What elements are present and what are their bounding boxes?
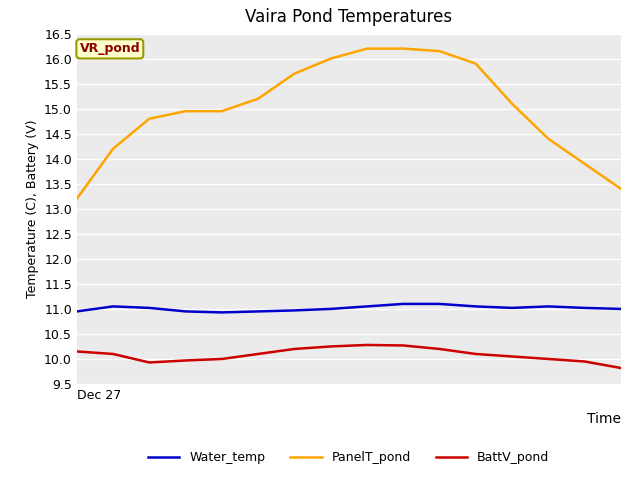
BattV_pond [580,359,588,364]
PanelT_pond [472,61,479,67]
Legend: Water_temp, PanelT_pond, BattV_pond: Water_temp, PanelT_pond, BattV_pond [143,446,554,469]
Water_temp [545,303,552,309]
BattV_pond [182,358,189,363]
PanelT_pond [580,161,588,167]
Water_temp [109,303,117,309]
Title: Vaira Pond Temperatures: Vaira Pond Temperatures [245,9,452,26]
BattV_pond [617,365,625,371]
PanelT_pond [508,101,516,107]
Water_temp [254,309,262,314]
BattV_pond [109,351,117,357]
BattV_pond [508,354,516,360]
Water_temp [363,303,371,309]
Water_temp [399,301,407,307]
Water_temp [327,306,335,312]
Text: Time: Time [587,412,621,426]
PanelT_pond [399,46,407,51]
PanelT_pond [363,46,371,51]
PanelT_pond [617,186,625,192]
Line: BattV_pond: BattV_pond [77,345,621,368]
Water_temp [472,303,479,309]
Water_temp [182,309,189,314]
PanelT_pond [291,71,298,76]
Water_temp [218,310,226,315]
Water_temp [617,306,625,312]
PanelT_pond [182,108,189,114]
BattV_pond [291,346,298,352]
Text: VR_pond: VR_pond [79,42,140,55]
PanelT_pond [73,196,81,202]
PanelT_pond [254,96,262,102]
Water_temp [508,305,516,311]
Water_temp [145,305,153,311]
Line: PanelT_pond: PanelT_pond [77,48,621,199]
PanelT_pond [436,48,444,54]
BattV_pond [545,356,552,362]
PanelT_pond [109,146,117,152]
BattV_pond [399,343,407,348]
PanelT_pond [545,136,552,142]
Line: Water_temp: Water_temp [77,304,621,312]
PanelT_pond [327,56,335,61]
Y-axis label: Temperature (C), Battery (V): Temperature (C), Battery (V) [26,120,38,298]
PanelT_pond [145,116,153,121]
Water_temp [580,305,588,311]
Water_temp [73,309,81,314]
BattV_pond [363,342,371,348]
BattV_pond [327,344,335,349]
BattV_pond [472,351,479,357]
Water_temp [291,308,298,313]
BattV_pond [254,351,262,357]
BattV_pond [218,356,226,362]
PanelT_pond [218,108,226,114]
Water_temp [436,301,444,307]
BattV_pond [436,346,444,352]
BattV_pond [145,360,153,365]
BattV_pond [73,348,81,354]
